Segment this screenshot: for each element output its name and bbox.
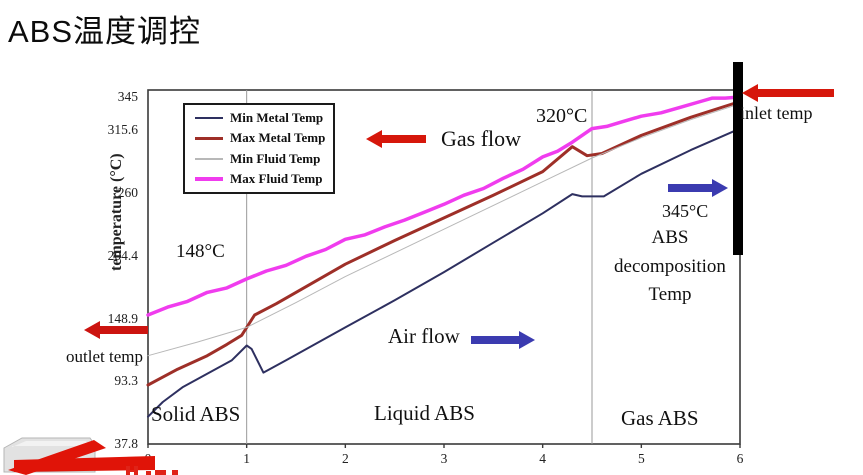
equipment-photo-highlight [12,441,90,447]
legend-label: Max Metal Temp [230,130,326,146]
temp-345-label: 345°C [662,201,709,221]
decomposition-arrow-icon [668,179,728,197]
decomposition-text: ABS decomposition Temp [598,224,742,310]
red-arrow-graphic-shaft [14,456,155,472]
series-line-max-fluid-temp [146,95,742,317]
inlet-temp-label: inlet temp [740,103,813,123]
decomposition-line-2: decomposition [614,255,726,277]
decomposition-line-1: ABS [651,227,689,248]
temp-148-label: 148°C [176,241,225,262]
region-label-gas-abs: Gas ABS [621,406,699,430]
y-axis-tick: 260 [117,185,138,200]
y-axis-tick: 345 [117,89,138,104]
air-flow-arrow-icon [471,331,535,349]
legend-swatch [195,177,223,181]
outlet-arrow-icon [84,321,148,339]
air-flow-label: Air flow [388,324,460,348]
legend-label: Min Fluid Temp [230,150,321,166]
clipped-red-text [126,466,178,475]
legend-swatch [195,117,223,120]
legend-row: Max Fluid Temp [195,169,333,188]
x-axis-tick: 1 [243,451,251,466]
corner-art [3,437,178,475]
legend-swatch [195,136,223,140]
region-label-liquid-abs: Liquid ABS [374,401,475,425]
y-axis-tick: 204.4 [107,247,138,263]
legend-row: Max Metal Temp [195,129,333,148]
x-axis-tick: 3 [440,451,448,466]
x-axis-tick: 2 [341,451,349,466]
series-line-min-fluid-temp [147,103,741,357]
x-axis-tick: 4 [539,451,547,466]
legend-row: Min Fluid Temp [195,149,333,168]
y-axis-tick: 93.3 [114,373,138,389]
x-axis-tick: 5 [637,451,645,466]
gas-flow-label: Gas flow [441,126,522,151]
decomposition-temp-bar [733,62,743,255]
page-title: ABS温度调控 [8,14,202,49]
series-line-min-metal-temp [147,127,741,418]
legend: Min Metal Temp Max Metal Temp Min Fluid Te… [183,103,335,194]
legend-row: Min Metal Temp [195,109,333,128]
y-tick-labels: 345 315.6 260 204.4 148.9 93.3 37.8 [78,0,140,475]
legend-label: Max Fluid Temp [230,170,323,186]
y-axis-tick: 148.9 [107,310,138,326]
gas-flow-arrow-icon [366,130,426,148]
y-axis-tick: 315.6 [107,122,138,138]
inlet-arrow-icon [742,84,834,102]
region-label-solid-abs: Solid ABS [151,402,241,426]
temp-320-label: 320°C [536,105,588,127]
x-axis-tick: 6 [736,451,744,466]
outlet-temp-label: outlet temp [66,347,143,366]
legend-swatch [195,157,223,160]
series-line-max-metal-temp [146,100,742,387]
legend-label: Min Metal Temp [230,110,324,126]
decomposition-line-3: Temp [648,284,692,305]
y-axis-tick: 37.8 [114,436,138,451]
